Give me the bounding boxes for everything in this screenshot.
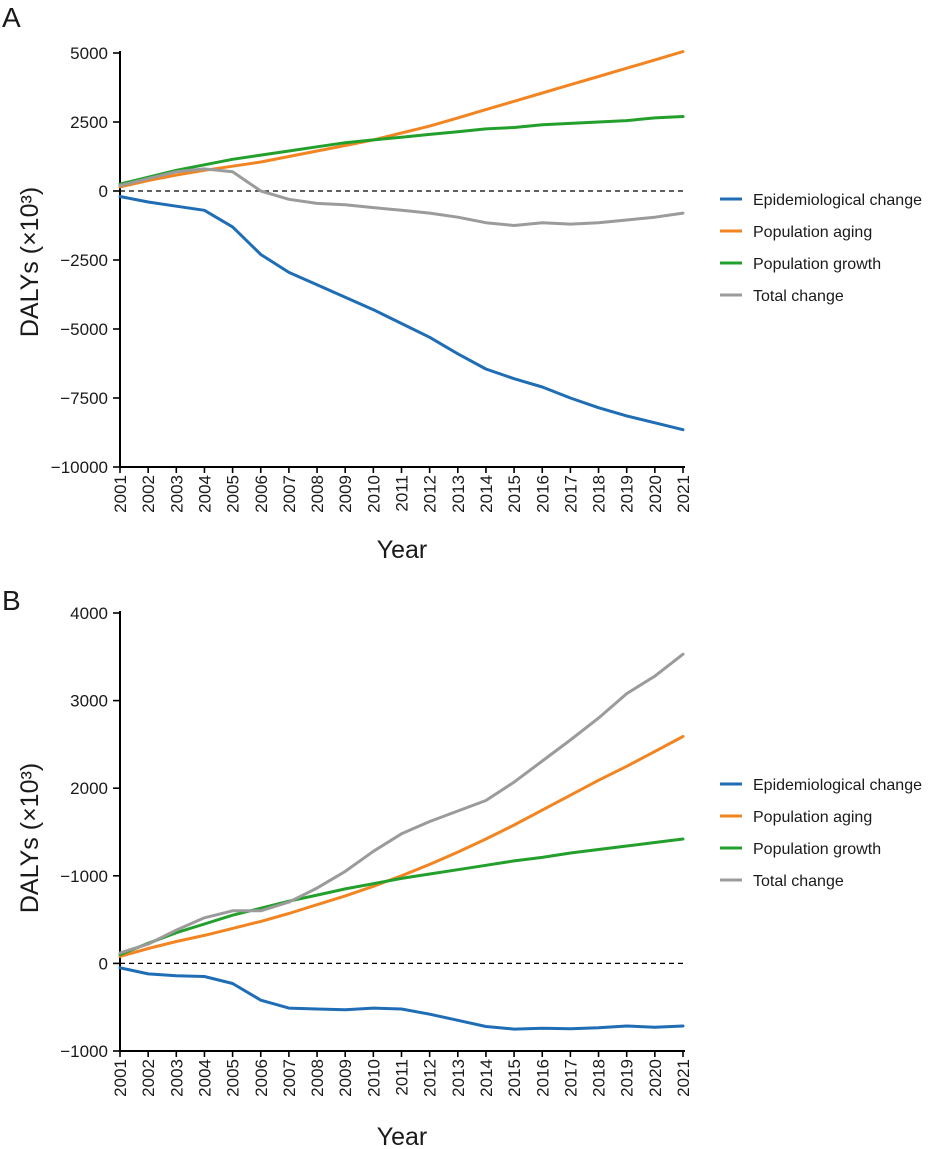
panel-a-legend-label-epidemiological-change: Epidemiological change — [753, 192, 922, 209]
panel-a-x-tick-label: 2018 — [590, 475, 609, 513]
panel-b-series-population-aging — [118, 735, 685, 958]
panel-b-y-tick-label: −1000 — [60, 1042, 108, 1061]
panel-a-legend: Epidemiological change Population aging Po… — [720, 192, 922, 305]
panel-b-y-tick-label: 3000 — [70, 692, 108, 711]
panel-a-x-tick-label: 2001 — [111, 475, 130, 513]
panel-a: A DALYs (×10³) Year 5000 2500 0 −2500 −5000 −… — [2, 2, 922, 564]
panel-b-x-tick-label: 2019 — [618, 1059, 637, 1097]
panel-a-x-tick-label: 2002 — [139, 475, 158, 513]
panel-a-y-tick-label: −7500 — [60, 389, 108, 408]
panel-b-x-tick-label: 2020 — [646, 1059, 665, 1097]
panel-b-legend-label-total-change: Total change — [753, 873, 844, 890]
panel-b-x-tick-label: 2012 — [421, 1059, 440, 1097]
panel-a-x-tick-label: 2020 — [646, 475, 665, 513]
panel-a-series-total-change — [118, 167, 685, 227]
panel-b-x-tick-label: 2004 — [195, 1059, 214, 1097]
panel-b-y-tick-label: −1000 — [60, 867, 108, 886]
panel-a-x-tick-label: 2014 — [477, 475, 496, 513]
panel-a-y-tick-label: −10000 — [51, 458, 108, 477]
panel-a-y-axis-title: DALYs (×10³) — [16, 187, 44, 337]
panel-a-x-tick-label: 2016 — [533, 475, 552, 513]
panel-b-x-tick-label: 2005 — [224, 1059, 243, 1097]
panel-b-x-tick-label: 2016 — [533, 1059, 552, 1097]
panel-b-x-tick-label: 2002 — [139, 1059, 158, 1097]
panel-b-legend-label-population-aging: Population aging — [753, 809, 872, 826]
panel-b-x-tick-label: 2008 — [308, 1059, 327, 1097]
panel-a-x-tick-label: 2005 — [224, 475, 243, 513]
panel-a-series-population-growth — [118, 115, 685, 186]
panel-b-x-tick-label: 2014 — [477, 1059, 496, 1097]
panel-a-x-tick-label: 2008 — [308, 475, 327, 513]
panel-b-x-tick-label: 2007 — [280, 1059, 299, 1097]
panel-b-x-tick-label: 2021 — [674, 1059, 693, 1097]
panel-b-x-tick-label: 2015 — [505, 1059, 524, 1097]
panel-b-series-population-growth — [118, 837, 685, 957]
panel-b-series-epidemiological-change — [118, 966, 685, 1031]
panel-a-x-tick-label: 2009 — [336, 475, 355, 513]
panel-a-x-tick-label: 2003 — [167, 475, 186, 513]
panel-b-x-tick-label: 2011 — [393, 1059, 412, 1096]
panel-b-legend: Epidemiological change Population aging Po… — [720, 777, 922, 890]
panel-a-y-tick-label: −5000 — [60, 320, 108, 339]
panel-a-x-tick-label: 2015 — [505, 475, 524, 513]
panel-a-x-tick-label: 2011 — [393, 475, 412, 512]
panel-b-legend-label-epidemiological-change: Epidemiological change — [753, 777, 922, 794]
panel-a-x-tick-label: 2006 — [252, 475, 271, 513]
panel-a-label: A — [2, 2, 21, 33]
panel-b-x-tick-label: 2006 — [252, 1059, 271, 1097]
panel-a-x-tick-label: 2004 — [195, 475, 214, 513]
panel-a-x-tick-label: 2007 — [280, 475, 299, 513]
panel-b-y-tick-label: 4000 — [70, 604, 108, 623]
panel-a-x-axis-title: Year — [377, 536, 428, 564]
panel-b-x-tick-label: 2018 — [590, 1059, 609, 1097]
panel-b-y-tick-label: 2000 — [70, 779, 108, 798]
panel-a-y-tick-label: 2500 — [70, 113, 108, 132]
panel-a-x-tick-label: 2019 — [618, 475, 637, 513]
panel-b-legend-label-population-growth: Population growth — [753, 841, 881, 858]
panel-a-legend-label-population-aging: Population aging — [753, 224, 872, 241]
panel-a-series-epidemiological-change — [118, 195, 685, 432]
panel-b: B DALYs (×10³) Year 4000 3000 2000 −1000 0 −1… — [2, 585, 922, 1149]
panel-a-legend-label-total-change: Total change — [753, 288, 844, 305]
panel-a-series-population-aging — [118, 50, 685, 189]
panel-b-x-tick-label: 2001 — [111, 1059, 130, 1097]
panel-b-x-tick-label: 2003 — [167, 1059, 186, 1097]
panel-b-x-tick-label: 2013 — [449, 1059, 468, 1097]
panel-a-y-tick-label: −2500 — [60, 251, 108, 270]
panel-a-y-tick-label: 0 — [99, 182, 108, 201]
panel-b-y-tick-label: 0 — [99, 954, 108, 973]
panel-a-x-tick-label: 2013 — [449, 475, 468, 513]
panel-a-x-tick-label: 2012 — [421, 475, 440, 513]
panel-b-x-tick-label: 2009 — [336, 1059, 355, 1097]
panel-a-x-tick-label: 2017 — [561, 475, 580, 513]
panel-b-y-axis-title: DALYs (×10³) — [16, 763, 44, 913]
panel-a-x-tick-label: 2021 — [674, 475, 693, 513]
panel-b-label: B — [2, 585, 21, 616]
panel-b-x-axis-title: Year — [377, 1123, 428, 1149]
panel-a-y-tick-label: 5000 — [70, 44, 108, 63]
panel-b-x-tick-label: 2010 — [364, 1059, 383, 1097]
panel-a-x-tick-label: 2010 — [364, 475, 383, 513]
panel-b-x-tick-label: 2017 — [561, 1059, 580, 1097]
panel-a-legend-label-population-growth: Population growth — [753, 256, 881, 273]
panel-b-series-total-change — [118, 652, 685, 955]
